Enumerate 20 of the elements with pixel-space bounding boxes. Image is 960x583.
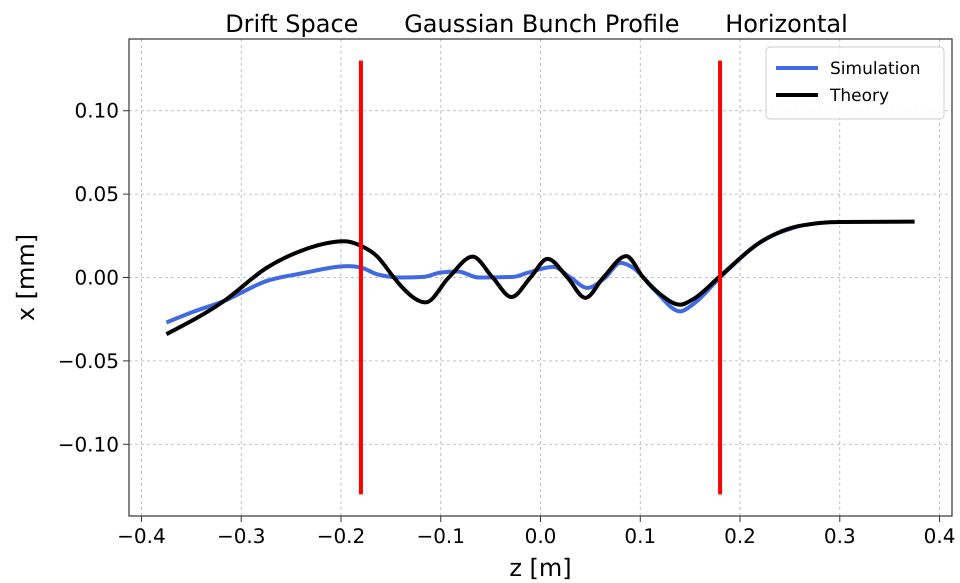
x-tick-label: 0.4 <box>924 524 956 548</box>
y-tick-label: 0.00 <box>74 266 119 290</box>
y-tick-label: −0.10 <box>58 432 119 456</box>
x-tick-label: −0.2 <box>316 524 366 548</box>
x-axis-title: z [m] <box>509 554 572 582</box>
x-tick-label: −0.4 <box>117 524 166 548</box>
legend-label: Theory <box>829 86 890 106</box>
x-tick-label: −0.3 <box>216 524 266 548</box>
x-tick-label: 0.2 <box>724 524 756 548</box>
chart-title: Drift Space Gaussian Bunch Profile Horizontal <box>225 10 848 38</box>
line-series <box>164 220 917 336</box>
x-tick-label: −0.1 <box>416 524 466 548</box>
y-tick-label: 0.05 <box>74 182 119 206</box>
legend-label: Simulation <box>830 59 921 79</box>
y-tick-label: 0.10 <box>74 98 119 123</box>
y-tick-label: −0.05 <box>58 348 119 373</box>
x-tick-label: 0.0 <box>524 524 556 548</box>
y-axis-title: x [mm] <box>12 234 40 322</box>
x-tick-label: 0.1 <box>624 524 656 548</box>
x-tick-label: 0.3 <box>824 524 856 548</box>
